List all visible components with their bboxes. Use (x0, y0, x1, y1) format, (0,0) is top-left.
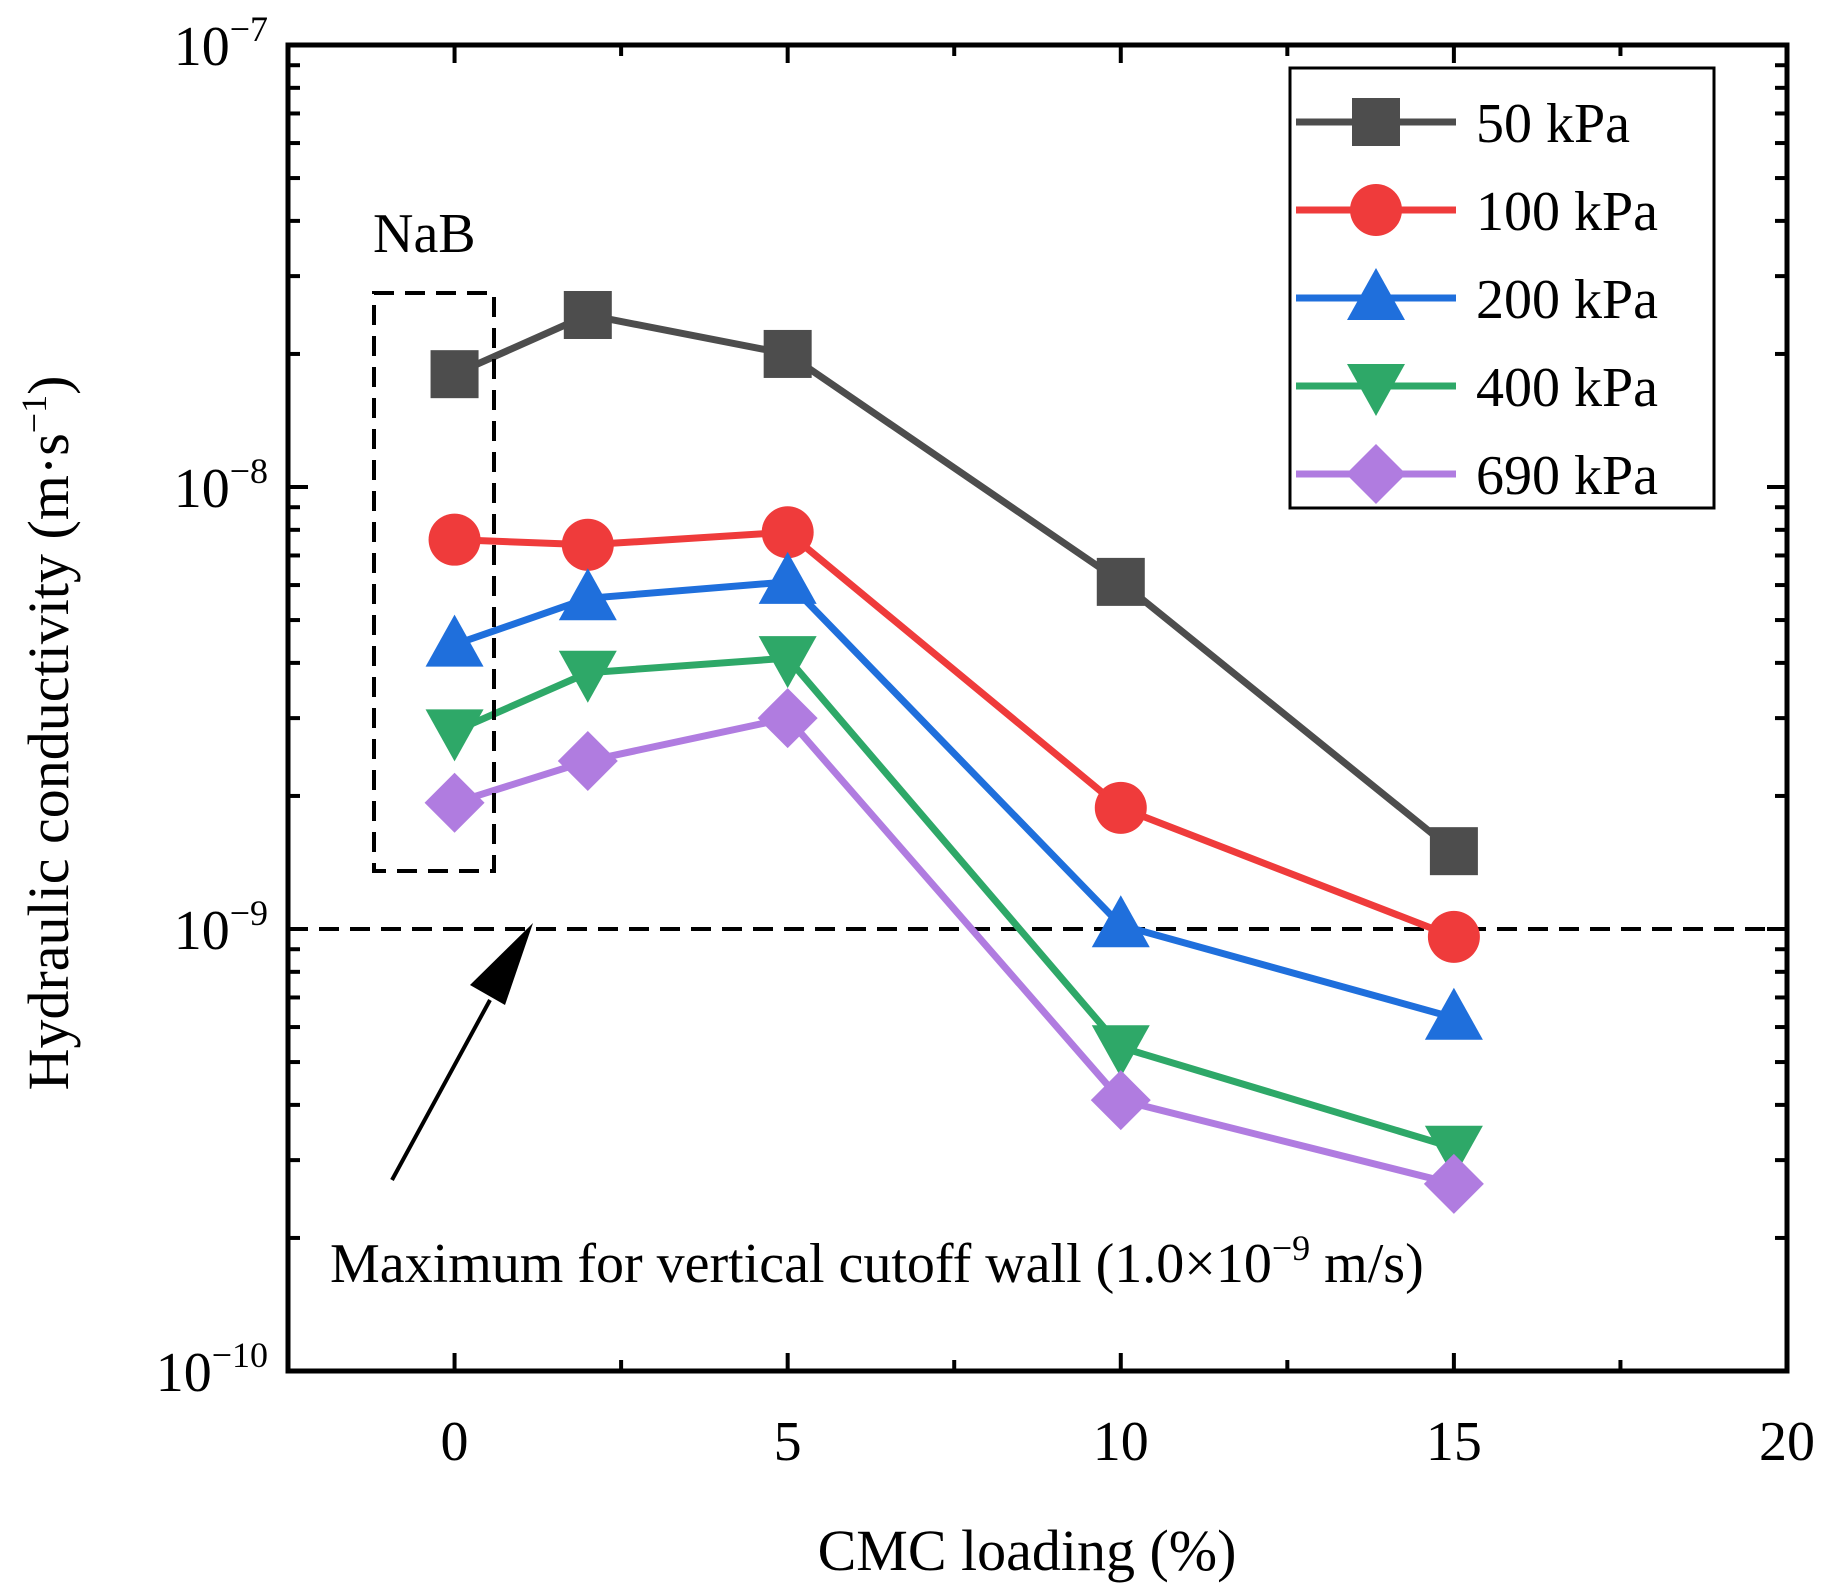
y-tick-base: 10 (174, 900, 230, 962)
data-point (1095, 782, 1147, 834)
x-axis-title: CMC loading (%) (818, 1518, 1237, 1583)
y-tick-exponent: −8 (230, 451, 268, 491)
data-point (431, 350, 479, 398)
y-tick-label: 10−8 (174, 451, 268, 520)
data-point (762, 506, 814, 558)
threshold-annotation-sup: −9 (1272, 1228, 1310, 1268)
chart: 0 5 10 15 2010−710−810−910−10 CMC loading (%… (0, 0, 1823, 1592)
y-tick-base: 10 (174, 16, 230, 78)
series-200-kpa (426, 552, 1483, 1040)
legend-label: 200 kPa (1476, 269, 1658, 331)
legend-marker (1350, 184, 1402, 236)
data-point (759, 552, 817, 604)
threshold-annotation: Maximum for vertical cutoff wall (1.0×10… (330, 1228, 1424, 1295)
legend-label: 50 kPa (1476, 93, 1630, 155)
legend: 50 kPa 100 kPa 200 kPa 400 kPa 690 kPa (1290, 68, 1714, 508)
threshold-arrow-head (470, 923, 533, 1005)
y-tick-exponent: −7 (230, 9, 268, 49)
legend-marker (1352, 98, 1400, 146)
data-point (1430, 827, 1478, 875)
series-line (455, 582, 1454, 1018)
threshold-annotation-end: m/s) (1310, 1233, 1424, 1295)
series-line (455, 718, 1454, 1184)
y-tick-exponent: −10 (212, 1335, 268, 1375)
y-tick-label: 10−10 (156, 1335, 268, 1404)
nab-label: NaB (373, 203, 476, 265)
y-axis-title-end: ) (16, 376, 81, 395)
y-tick-base: 10 (174, 458, 230, 520)
data-point (562, 519, 614, 571)
legend-label: 100 kPa (1476, 181, 1658, 243)
x-tick-label: 20 (1759, 1411, 1815, 1473)
legend-label: 400 kPa (1476, 357, 1658, 419)
x-tick-label: 0 (441, 1411, 469, 1473)
data-point (764, 330, 812, 378)
y-axis-title-sup: −1 (14, 395, 54, 433)
threshold-arrow-line (392, 1000, 490, 1180)
data-point (558, 731, 618, 791)
data-point (429, 514, 481, 566)
data-point (564, 291, 612, 339)
x-tick-label: 10 (1093, 1411, 1149, 1473)
x-tick-label: 15 (1426, 1411, 1482, 1473)
legend-label: 690 kPa (1476, 445, 1658, 507)
x-tick-label: 5 (774, 1411, 802, 1473)
y-axis-title: Hydraulic conductivity (m·s−1) (14, 376, 81, 1091)
y-axis-title-main: Hydraulic conductivity (m·s (16, 433, 81, 1090)
data-point (1097, 558, 1145, 606)
series-line (455, 532, 1454, 937)
y-tick-label: 10−9 (174, 893, 268, 962)
y-tick-label: 10−7 (174, 9, 268, 78)
data-point (1428, 911, 1480, 963)
y-tick-exponent: −9 (230, 893, 268, 933)
y-tick-base: 10 (156, 1342, 212, 1404)
threshold-annotation-main: Maximum for vertical cutoff wall (1.0×10 (330, 1233, 1272, 1295)
data-point (426, 709, 484, 761)
data-point (559, 651, 617, 703)
series-690-kpa (425, 688, 1484, 1214)
data-point (425, 773, 485, 833)
data-point (1424, 1154, 1484, 1214)
